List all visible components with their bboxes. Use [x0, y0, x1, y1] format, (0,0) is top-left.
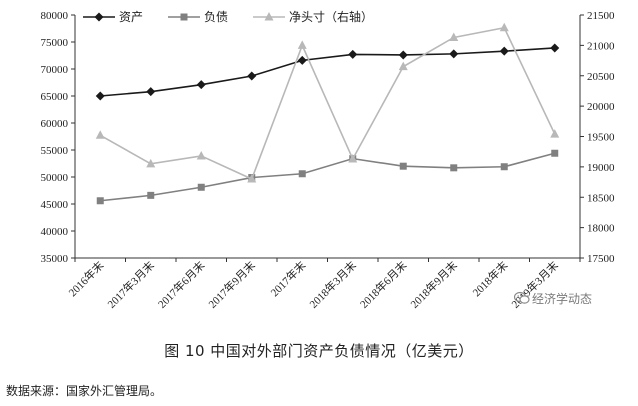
data-point [96, 197, 104, 205]
x-tick-label: 2017年末 [267, 258, 308, 299]
data-point [197, 183, 205, 191]
data-point [550, 129, 560, 138]
data-point [147, 191, 155, 199]
series-line-2 [100, 152, 555, 202]
x-tick-label: 2018年6月末 [357, 258, 410, 311]
y-right-tick-label: 17500 [587, 253, 615, 265]
legend-marker [180, 13, 188, 21]
data-point [298, 170, 306, 178]
legend-label: 资产 [119, 10, 143, 24]
legend-marker [94, 12, 104, 22]
legend-marker [264, 12, 274, 21]
y-left-tick-label: 50000 [41, 172, 69, 184]
y-right-tick-label: 21500 [587, 10, 615, 22]
y-right-tick-label: 20500 [587, 71, 615, 83]
data-point [247, 71, 257, 81]
data-point [297, 55, 307, 65]
y-right-tick-label: 21000 [587, 40, 615, 52]
y-right-tick-label: 19000 [587, 162, 615, 174]
legend-label: 负债 [204, 10, 228, 24]
data-point [146, 87, 156, 97]
data-point [146, 158, 156, 168]
y-right-tick-label: 19500 [587, 132, 615, 144]
y-left-tick-label: 70000 [41, 64, 69, 76]
y-right-tick-label: 18000 [587, 223, 615, 235]
data-source-note: 数据来源：国家外汇管理局。 [6, 384, 163, 398]
data-point [399, 162, 407, 170]
x-tick-label: 2016年末 [65, 258, 106, 299]
watermark-text: 经济学动态 [532, 292, 593, 306]
x-tick-label: 2017年6月末 [155, 258, 208, 311]
data-point [196, 150, 206, 160]
legend-label: 净头寸（右轴） [289, 9, 373, 24]
x-tick-label: 2018年3月末 [306, 258, 359, 311]
series-line-1 [100, 47, 555, 97]
data-point [499, 46, 509, 56]
data-point [398, 61, 408, 71]
chart: 35000 40000 45000 50000 55000 60000 65000 70000… [41, 9, 616, 311]
y-left-tick-label: 75000 [41, 37, 69, 49]
data-point [398, 50, 408, 60]
y-left-tick-label: 80000 [41, 10, 69, 22]
data-point [348, 153, 358, 163]
x-tick-label: 2018年末 [469, 258, 510, 299]
y-right-tick-label: 18500 [587, 192, 615, 204]
y-left-tick-label: 35000 [41, 253, 69, 265]
x-tick-label: 2018年9月末 [407, 258, 460, 311]
data-point [450, 164, 458, 172]
watermark: 经济学动态 [513, 290, 593, 307]
y-left-tick-label: 55000 [41, 145, 69, 157]
data-point [95, 130, 105, 139]
data-point [500, 163, 508, 171]
data-point [551, 149, 559, 157]
y-left-tick-label: 60000 [41, 118, 69, 130]
wechat-icon [513, 291, 530, 305]
y-left-tick-label: 65000 [41, 91, 69, 103]
y-left-tick-label: 45000 [41, 199, 69, 211]
x-tick-label: 2017年9月末 [205, 258, 258, 311]
data-point [499, 22, 509, 32]
data-point [550, 43, 560, 53]
data-point [449, 49, 459, 59]
data-point [449, 32, 459, 41]
data-point [348, 49, 358, 59]
y-left-tick-label: 40000 [41, 226, 69, 238]
data-point [297, 40, 307, 49]
data-point [196, 80, 206, 90]
data-point [247, 174, 257, 183]
series-line-3 [99, 26, 556, 181]
data-point [95, 91, 105, 101]
y-right-tick-label: 20000 [587, 101, 615, 113]
x-tick-label: 2017年3月末 [104, 258, 157, 311]
figure-caption: 图 10 中国对外部门资产负债情况（亿美元） [164, 342, 474, 360]
